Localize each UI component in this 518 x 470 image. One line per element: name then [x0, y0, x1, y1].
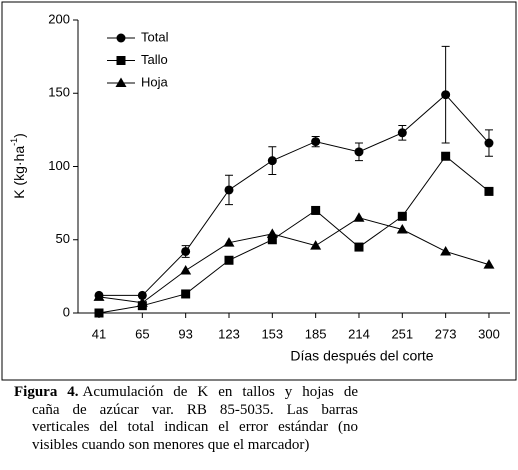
data-point — [441, 151, 451, 161]
data-point — [224, 255, 234, 265]
data-point — [180, 265, 192, 275]
data-point — [311, 137, 321, 147]
caption: Figura 4. Acumulación de K en tallos y ho… — [14, 384, 358, 454]
data-point — [397, 128, 407, 138]
caption-line: Figura 4. Acumulación de K en tallos y ho… — [14, 384, 358, 402]
caption-text: Acumulación de K en tallos y hojas de — [82, 384, 358, 400]
y-tick-label: 50 — [56, 231, 70, 246]
x-tick-label: 300 — [478, 326, 500, 341]
chart: Días después del corte K (kg·ha-1) 0 50 10… — [1, 1, 517, 381]
caption-line: caña de azúcar var. RB 85-5035. Las barr… — [32, 401, 358, 418]
legend-marker — [116, 56, 126, 65]
y-tick-label: 100 — [48, 158, 70, 173]
series-line — [98, 217, 490, 304]
caption-line: verticales del total indican el error es… — [32, 419, 358, 435]
x-tick-label: 123 — [218, 326, 240, 341]
y-tick-label: 200 — [48, 11, 70, 26]
data-point — [137, 290, 147, 300]
caption-line: visibles cuando son menores que el marca… — [32, 436, 310, 453]
x-tick-label: 65 — [135, 326, 149, 341]
y-tick-label: 0 — [63, 304, 70, 319]
frame — [1, 1, 517, 381]
data-point — [354, 147, 364, 157]
data-point — [397, 211, 407, 221]
x-tick-label: 185 — [305, 326, 327, 341]
y-label-text: K (kg·ha — [11, 146, 27, 199]
data-point — [354, 242, 364, 252]
x-axis-label: Días después del corte — [290, 348, 433, 364]
legend-label: Tallo — [141, 52, 168, 67]
legend-label: Hoja — [141, 74, 169, 89]
y-label-sup: -1 — [9, 138, 19, 146]
data-point — [94, 308, 104, 318]
data-point — [353, 212, 365, 222]
x-tick-label: 153 — [261, 326, 283, 341]
data-point — [224, 185, 234, 195]
legend-marker — [115, 77, 127, 87]
data-point — [136, 297, 148, 307]
data-point — [266, 228, 278, 238]
data-point — [396, 223, 408, 234]
data-point — [484, 186, 494, 196]
x-tick-label: 93 — [178, 326, 192, 341]
y-axis-label: K (kg·ha-1) — [9, 133, 26, 199]
legend-label: Total — [141, 29, 169, 44]
x-tick-label: 251 — [391, 326, 413, 341]
data-point — [181, 246, 191, 256]
data-point — [310, 240, 322, 250]
data-point — [440, 245, 452, 256]
data-point — [311, 205, 321, 215]
caption-label: Figura 4. — [14, 384, 79, 400]
series-line — [98, 155, 490, 314]
data-point — [267, 235, 277, 245]
x-tick-label: 273 — [435, 326, 457, 341]
data-point — [484, 138, 494, 148]
data-point — [483, 259, 495, 269]
y-tick-label: 150 — [48, 85, 70, 100]
legend-marker — [116, 33, 126, 43]
data-point — [181, 289, 191, 299]
data-point — [441, 90, 451, 100]
y-label-end: ) — [11, 133, 27, 138]
data-point — [223, 237, 235, 247]
data-point — [93, 291, 105, 301]
x-tick-label: 214 — [348, 326, 370, 341]
x-tick-label: 41 — [92, 326, 106, 341]
data-point — [267, 156, 277, 166]
series-line — [99, 94, 490, 296]
